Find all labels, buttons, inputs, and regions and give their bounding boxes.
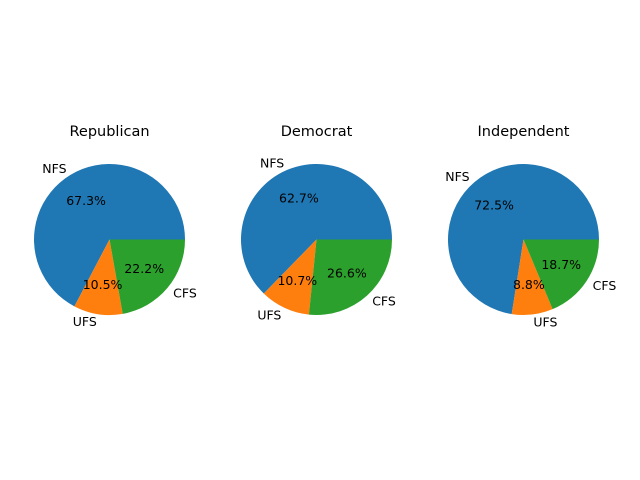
- pie-slice-nfs: [240, 163, 392, 294]
- slice-label-nfs: NFS: [445, 169, 469, 184]
- slice-label-nfs: NFS: [260, 155, 284, 170]
- slice-label-cfs: CFS: [593, 278, 617, 293]
- slice-percent-cfs: 26.6%: [327, 266, 367, 281]
- pie-slice-ufs: [511, 239, 553, 315]
- pie-slice-cfs: [523, 239, 599, 310]
- chart-title: Democrat: [281, 124, 353, 140]
- slice-label-ufs: UFS: [533, 314, 557, 329]
- slice-percent-ufs: 10.7%: [277, 273, 317, 288]
- slice-label-cfs: CFS: [372, 294, 396, 309]
- pie-slice-ufs: [263, 239, 317, 315]
- pie-slice-ufs: [74, 239, 123, 315]
- slice-label-ufs: UFS: [73, 314, 97, 329]
- pie-chart-democrat: Democrat NFS 62.7% UFS 10.7% CFS 26.6%: [240, 124, 396, 322]
- pie-chart-independent: Independent NFS 72.5% UFS 8.8% CFS 18.7%: [445, 124, 616, 329]
- slice-label-ufs: UFS: [257, 307, 281, 322]
- slice-label-nfs: NFS: [42, 161, 66, 176]
- chart-title: Independent: [478, 124, 570, 140]
- pie-chart-republican: Republican NFS 67.3% UFS 10.5% CFS 22.2%: [34, 124, 197, 329]
- slice-percent-nfs: 62.7%: [279, 190, 319, 205]
- slice-percent-ufs: 8.8%: [513, 277, 545, 292]
- slice-percent-nfs: 67.3%: [66, 193, 106, 208]
- slice-label-cfs: CFS: [173, 285, 197, 300]
- slice-percent-ufs: 10.5%: [83, 277, 123, 292]
- slice-percent-cfs: 22.2%: [124, 261, 164, 276]
- pie-slice-cfs: [308, 239, 392, 315]
- slice-percent-cfs: 18.7%: [541, 257, 581, 272]
- chart-title: Republican: [69, 124, 149, 140]
- slice-percent-nfs: 72.5%: [474, 198, 514, 213]
- pie-slice-nfs: [448, 163, 600, 315]
- pie-slice-cfs: [109, 239, 185, 314]
- pie-slice-nfs: [34, 164, 186, 307]
